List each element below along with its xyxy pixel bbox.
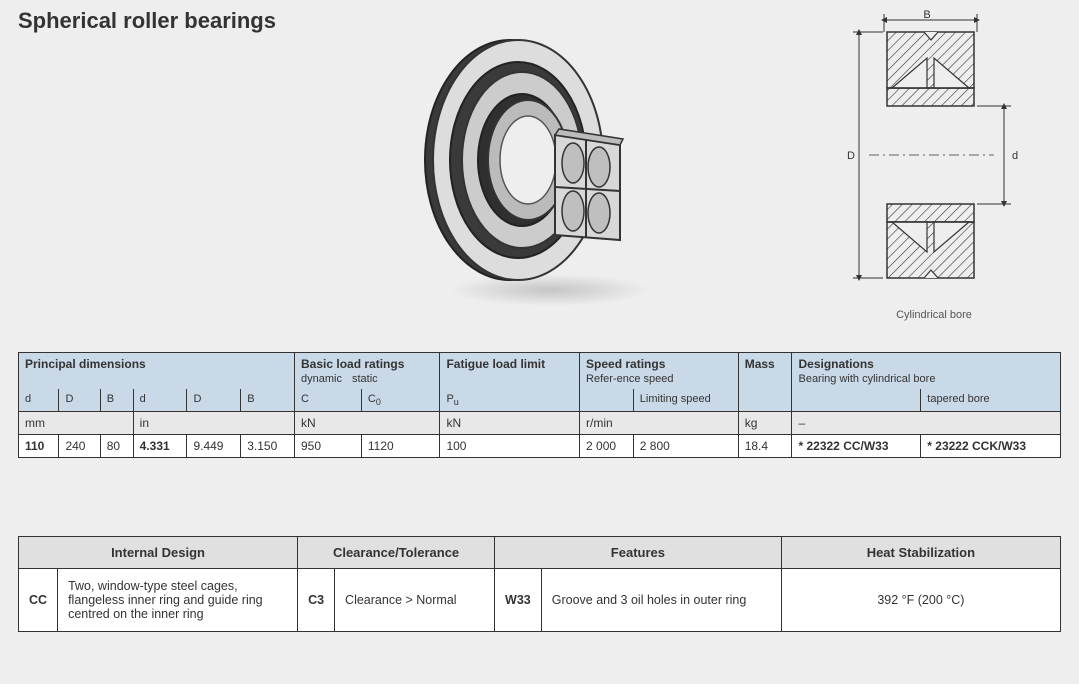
col-desig-cyl (792, 389, 921, 412)
col-desig-tap: tapered bore (921, 389, 1061, 412)
spec-hdr-clearance: Clearance/Tolerance (298, 537, 495, 569)
hdr-designations: Designations (798, 357, 1054, 371)
hdr-speed: Speed ratings (586, 357, 665, 371)
tech-caption: Cylindrical bore (819, 309, 1049, 321)
hdr-static: static (352, 373, 378, 385)
col-D-mm: D (59, 389, 100, 412)
bearing-3d-illustration (410, 20, 670, 310)
val-B-mm: 80 (100, 435, 133, 458)
spec-clearance-text: Clearance > Normal (335, 569, 495, 632)
unit-rmin: r/min (580, 412, 739, 435)
val-desig-tap: * 23222 CCK/W33 (921, 435, 1061, 458)
spec-internal-text: Two, window-type steel cages, flangeless… (58, 569, 298, 632)
col-B-mm: B (100, 389, 133, 412)
col-limspeed: Limiting speed (633, 389, 738, 412)
hdr-principal: Principal dimensions (25, 357, 146, 371)
unit-kN: kN (295, 412, 440, 435)
val-limspeed: 2 800 (633, 435, 738, 458)
val-d-mm: 110 (19, 435, 59, 458)
col-Pu: Pu (440, 389, 580, 412)
spec-table: Internal Design Clearance/Tolerance Feat… (18, 536, 1061, 632)
spec-internal-code: CC (19, 569, 58, 632)
spec-features-text: Groove and 3 oil holes in outer ring (541, 569, 781, 632)
col-refspeed (580, 389, 634, 412)
spec-hdr-internal: Internal Design (19, 537, 298, 569)
spec-hdr-heat: Heat Stabilization (781, 537, 1060, 569)
val-B-in: 3.150 (241, 435, 295, 458)
unit-kN2: kN (440, 412, 580, 435)
dim-D-label: D (847, 150, 855, 162)
col-B-in: B (241, 389, 295, 412)
dim-B-label: B (923, 10, 930, 21)
col-C: C (295, 389, 362, 412)
hdr-fatigue: Fatigue load limit (446, 357, 545, 371)
dim-d-label: d (1012, 150, 1018, 162)
hdr-desig-cyl: Bearing with cylindrical bore (798, 373, 935, 385)
col-D-in: D (187, 389, 241, 412)
val-d-in: 4.331 (133, 435, 187, 458)
hdr-refspeed: Refer-ence speed (586, 373, 673, 385)
spec-features-code: W33 (495, 569, 542, 632)
spec-hdr-features: Features (495, 537, 782, 569)
val-D-in: 9.449 (187, 435, 241, 458)
col-C0: C0 (361, 389, 440, 412)
val-desig-cyl: * 22322 CC/W33 (792, 435, 921, 458)
page-title: Spherical roller bearings (18, 8, 276, 34)
val-mass: 18.4 (738, 435, 792, 458)
unit-dash: – (792, 412, 1061, 435)
technical-drawing: B D d Cylindrical bore (819, 10, 1049, 320)
col-d-in: d (133, 389, 187, 412)
val-Pu: 100 (440, 435, 580, 458)
unit-in: in (133, 412, 294, 435)
hdr-dynamic: dynamic (301, 373, 342, 385)
spec-heat-text: 392 °F (200 °C) (781, 569, 1060, 632)
val-C0: 1120 (361, 435, 440, 458)
hdr-basicload: Basic load ratings (301, 357, 433, 371)
spec-clearance-code: C3 (298, 569, 335, 632)
val-C: 950 (295, 435, 362, 458)
main-data-table: Principal dimensions Basic load ratings … (18, 352, 1061, 458)
col-mass (738, 389, 792, 412)
col-d-mm: d (19, 389, 59, 412)
val-D-mm: 240 (59, 435, 100, 458)
unit-mm: mm (19, 412, 134, 435)
val-refspeed: 2 000 (580, 435, 634, 458)
hdr-mass: Mass (745, 357, 775, 371)
unit-kg: kg (738, 412, 792, 435)
